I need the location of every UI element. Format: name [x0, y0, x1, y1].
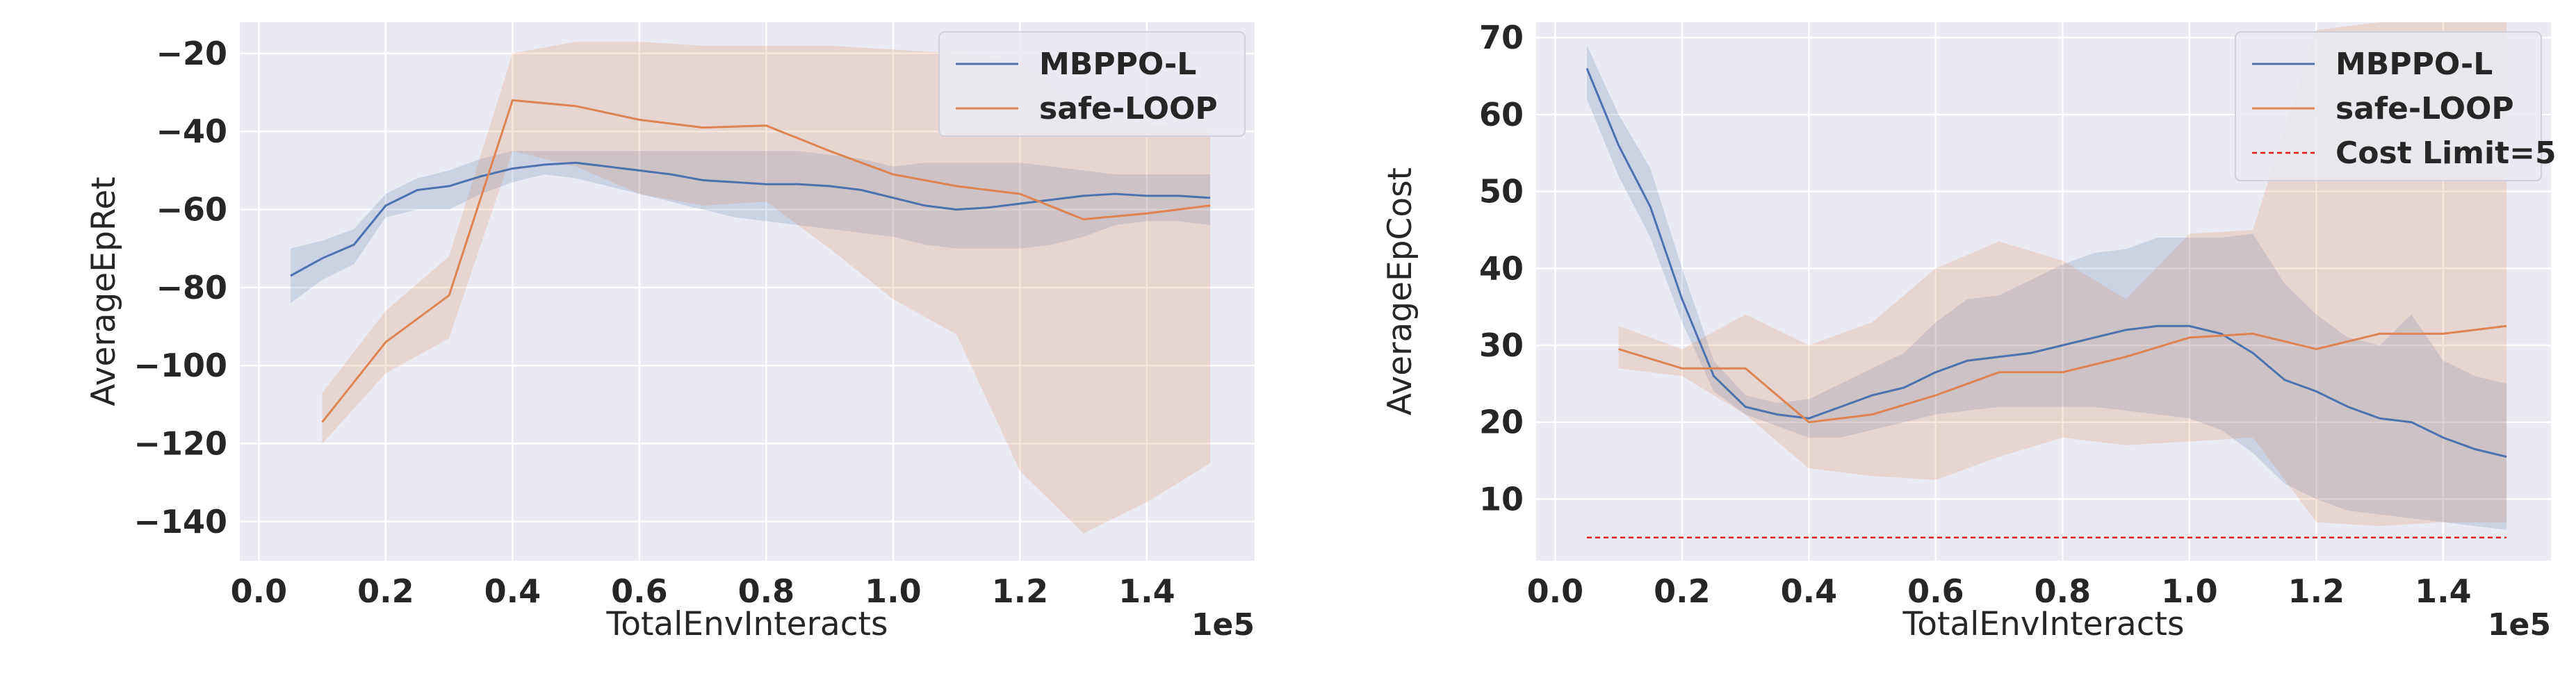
chart-0-y-tick-label-6: −20 — [156, 35, 227, 72]
chart-0-y-tick-label-3: −80 — [156, 269, 227, 306]
chart-0-legend-box — [938, 31, 1246, 137]
chart-1-x-tick-label-1: 0.2 — [1654, 572, 1711, 610]
chart-0-series-layer — [290, 42, 1211, 534]
chart-0-y-tick-label-5: −40 — [156, 113, 227, 150]
chart-0-legend: MBPPO-L safe-LOOP — [938, 31, 1246, 137]
chart-0-y-tick-label-0: −140 — [133, 503, 227, 540]
chart-0-x-tick-label-4: 0.8 — [738, 572, 795, 610]
chart-1-x-tick-label-4: 0.8 — [2035, 572, 2092, 610]
chart-1-legend-label-0: MBPPO-L — [2335, 47, 2493, 82]
chart-1-y-tick-label-5: 60 — [1479, 96, 1524, 133]
chart-0-x-tick-label-1: 0.2 — [357, 572, 414, 610]
chart-1-series-line-0 — [1585, 67, 2507, 458]
chart-0-y-tick-label-2: −100 — [133, 347, 227, 384]
chart-0-x-tick-label-3: 0.6 — [611, 572, 668, 610]
chart-0-series-line-1 — [321, 99, 1211, 423]
chart-0-band-1 — [322, 42, 1211, 534]
chart-1-x-tick-label-3: 0.6 — [1907, 572, 1964, 610]
chart-1-x-tick-label-5: 1.0 — [2161, 572, 2218, 610]
chart-1-x-tick-label-0: 0.0 — [1527, 572, 1584, 610]
chart-0-y-axis-label: AverageEpRet — [85, 176, 123, 406]
chart-0-legend-label-1: safe-LOOP — [1039, 91, 1218, 126]
chart-0-series-line-0 — [290, 161, 1211, 277]
chart-0-x-scale-label: 1e5 — [1191, 607, 1255, 643]
chart-1-y-tick-label-3: 40 — [1479, 249, 1524, 287]
chart-1-band-0 — [1587, 45, 2507, 530]
chart-0-y-tick-label-1: −120 — [133, 425, 227, 463]
chart-1-x-tick-label-2: 0.4 — [1781, 572, 1838, 610]
chart-1-x-tick-label-6: 1.2 — [2288, 572, 2345, 610]
chart-0-y-tick-label-4: −60 — [156, 191, 227, 229]
chart-1-x-axis-label: TotalEnvInteracts — [1902, 605, 2185, 643]
chart-0-x-tick-label-7: 1.4 — [1118, 572, 1175, 610]
chart-0-x-tick-label-2: 0.4 — [484, 572, 541, 610]
chart-1-y-tick-label-4: 50 — [1479, 173, 1524, 211]
chart-1-legend-label-1: safe-LOOP — [2335, 91, 2514, 126]
chart-0-legend-label-0: MBPPO-L — [1039, 47, 1196, 82]
chart-1-legend: MBPPO-L safe-LOOP Cost Limit=5 — [2235, 31, 2557, 181]
chart-1-legend-box — [2235, 31, 2542, 181]
chart-average-ep-ret: 0.0 0.2 0.4 0.6 0.8 1.0 1.2 1.4 −140 −120 −100 −80 −… — [85, 22, 1255, 643]
chart-0-x-axis-label: TotalEnvInteracts — [606, 605, 888, 643]
chart-1-y-axis-label: AverageEpCost — [1381, 167, 1419, 415]
chart-0-x-tick-label-6: 1.2 — [992, 572, 1049, 610]
chart-1-legend-label-2: Cost Limit=5 — [2335, 135, 2557, 171]
chart-1-y-tick-label-2: 30 — [1479, 327, 1524, 364]
chart-1-y-tick-label-0: 10 — [1479, 480, 1524, 518]
chart-0-x-tick-label-5: 1.0 — [865, 572, 922, 610]
chart-average-ep-cost: 0.0 0.2 0.4 0.6 0.8 1.0 1.2 1.4 10 20 30 40 50 60 70 To… — [1381, 19, 2557, 643]
chart-1-series-line-1 — [1618, 324, 2507, 424]
chart-1-x-scale-label: 1e5 — [2488, 607, 2551, 643]
chart-1-y-tick-label-1: 20 — [1479, 404, 1524, 441]
chart-0-x-tick-label-0: 0.0 — [231, 572, 288, 610]
chart-1-y-tick-label-6: 70 — [1479, 19, 1524, 56]
chart-1-x-tick-label-7: 1.4 — [2415, 572, 2472, 610]
